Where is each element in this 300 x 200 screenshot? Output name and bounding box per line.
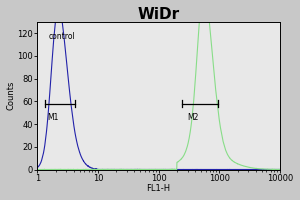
Y-axis label: Counts: Counts: [7, 81, 16, 110]
Text: M1: M1: [48, 113, 59, 122]
Title: WiDr: WiDr: [137, 7, 180, 22]
Text: control: control: [48, 32, 75, 41]
X-axis label: FL1-H: FL1-H: [146, 184, 171, 193]
Text: M2: M2: [188, 113, 199, 122]
